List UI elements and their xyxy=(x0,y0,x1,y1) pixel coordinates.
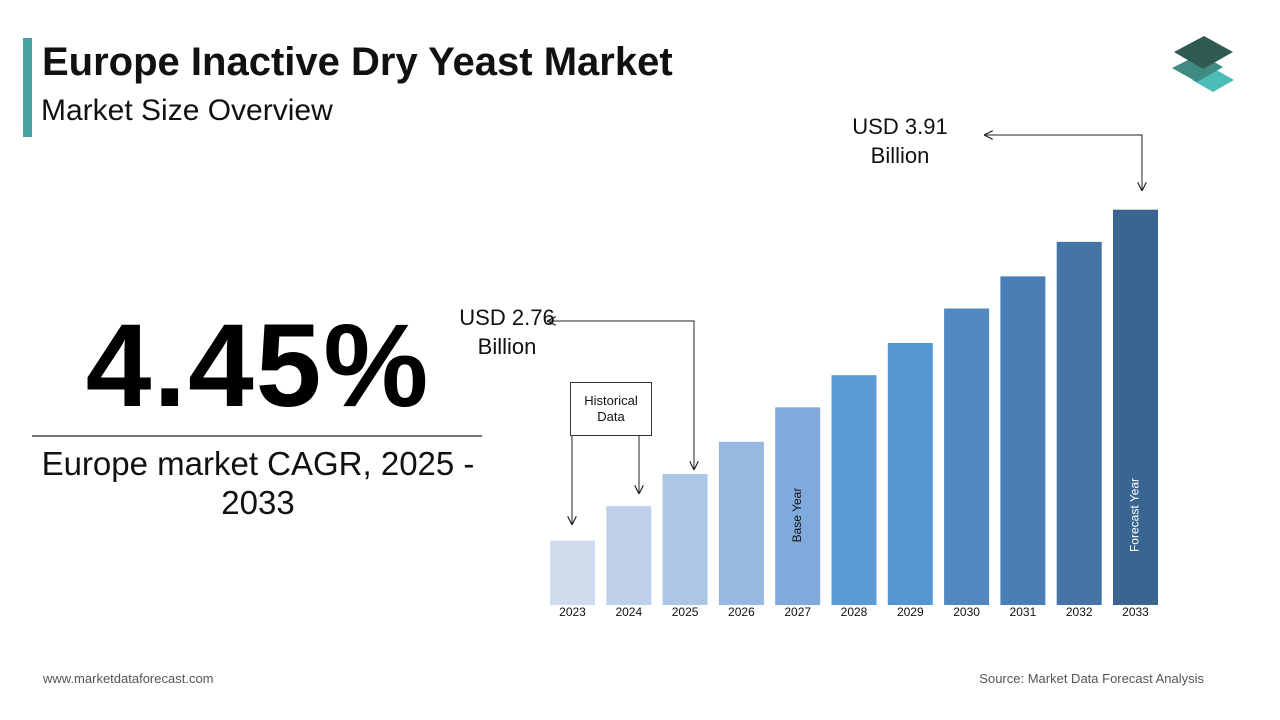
x-tick-label: 2028 xyxy=(841,605,868,619)
footer-url: www.marketdataforecast.com xyxy=(43,671,214,686)
x-tick-label: 2024 xyxy=(615,605,642,619)
title: Europe Inactive Dry Yeast Market xyxy=(42,40,673,84)
bar xyxy=(1113,209,1158,605)
subtitle: Market Size Overview xyxy=(41,94,333,127)
bar xyxy=(1056,241,1102,605)
title-accent xyxy=(23,38,32,137)
x-tick-label: 2026 xyxy=(728,605,755,619)
x-tick-label: 2025 xyxy=(672,605,699,619)
bar xyxy=(831,375,877,605)
x-tick-label: 2027 xyxy=(784,605,811,619)
bar-annotation: Base Year xyxy=(790,488,804,543)
value-label: USD 2.76 Billion xyxy=(459,305,555,359)
x-tick-label: 2023 xyxy=(559,605,586,619)
bar xyxy=(887,342,933,605)
footer-source: Source: Market Data Forecast Analysis xyxy=(979,671,1204,686)
x-tick-label: 2033 xyxy=(1122,605,1149,619)
x-tick-label: 2030 xyxy=(953,605,980,619)
bar-annotation: Forecast Year xyxy=(1128,478,1142,552)
bar xyxy=(718,441,764,605)
headline-caption: Europe market CAGR, 2025 - 2033 xyxy=(41,445,475,521)
headline-value: 4.45% xyxy=(85,300,431,432)
bar xyxy=(662,473,708,605)
x-tick-label: 2031 xyxy=(1010,605,1037,619)
value-label: USD 3.91 Billion xyxy=(852,114,948,168)
bar xyxy=(1000,276,1046,605)
bar xyxy=(606,506,652,605)
historical-label: Historical Data xyxy=(570,382,652,436)
bar xyxy=(550,540,595,605)
bar xyxy=(775,407,821,605)
x-tick-label: 2029 xyxy=(897,605,924,619)
annotation-arrows xyxy=(548,135,1142,524)
logo xyxy=(1172,36,1234,92)
bar xyxy=(944,308,990,605)
x-tick-label: 2032 xyxy=(1066,605,1093,619)
